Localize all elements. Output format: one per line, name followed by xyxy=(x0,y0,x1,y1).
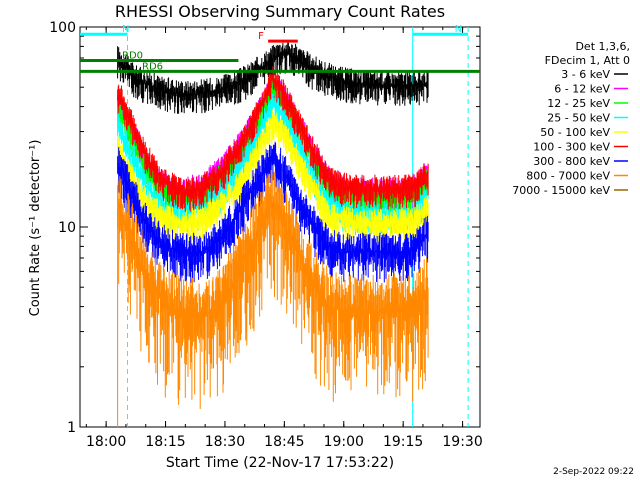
legend: Det 1,3,6,FDecim 1, Att 03 - 6 keV 6 - 12… xyxy=(512,40,630,197)
series-5 xyxy=(117,66,429,213)
legend-entry-label-3: 25 - 50 keV xyxy=(547,112,610,125)
y-tick-label-0: 1 xyxy=(67,420,76,436)
legend-entry-label-8: 7000 - 15000 keV xyxy=(512,184,610,197)
plot-area: 18:00 18:15 18:30 18:45 19:00 19:15 19:30 1 10 10… xyxy=(49,20,482,450)
annotation-label-4: F xyxy=(258,31,264,42)
legend-entry-label-4: 50 - 100 keV xyxy=(540,126,610,139)
series-0 xyxy=(117,40,429,114)
series-7 xyxy=(117,170,429,409)
legend-header-0: Det 1,3,6, xyxy=(575,40,630,53)
x-tick-label-3: 18:45 xyxy=(264,434,304,450)
y-axis-label: Count Rate (s⁻¹ detector⁻¹) xyxy=(28,140,43,317)
x-tick-label-0: 18:00 xyxy=(86,434,126,450)
annotation-label-1: N xyxy=(455,24,462,35)
annotation-label-0: N xyxy=(122,24,129,35)
series-trace-0 xyxy=(117,40,429,114)
y-tick-label-2: 100 xyxy=(49,20,76,36)
series-trace-4 xyxy=(117,109,429,244)
legend-header-1: FDecim 1, Att 0 xyxy=(545,54,630,67)
x-axis-label: Start Time (22-Nov-17 17:53:22) xyxy=(166,455,394,471)
legend-entry-label-2: 12 - 25 keV xyxy=(547,97,610,110)
legend-entry-label-7: 800 - 7000 keV xyxy=(526,170,610,183)
chart-title: RHESSI Observing Summary Count Rates xyxy=(115,2,445,21)
x-tick-label-6: 19:30 xyxy=(442,434,482,450)
legend-entry-label-1: 6 - 12 keV xyxy=(554,83,610,96)
y-tick-label-1: 10 xyxy=(58,220,76,236)
annotation-label-3: RD6 xyxy=(142,61,163,72)
x-tick-label-4: 19:00 xyxy=(324,434,364,450)
series-6 xyxy=(117,141,429,283)
legend-entry-label-5: 100 - 300 keV xyxy=(533,141,610,154)
series-trace-7 xyxy=(117,170,429,409)
series-4 xyxy=(117,109,429,244)
series-trace-5 xyxy=(117,66,429,213)
legend-entry-label-0: 3 - 6 keV xyxy=(561,68,610,81)
x-tick-label-2: 18:30 xyxy=(205,434,245,450)
legend-entry-label-6: 300 - 800 keV xyxy=(533,155,610,168)
annotation-label-2: RD0 xyxy=(122,50,143,61)
footer-date: 2-Sep-2022 09:22 xyxy=(553,467,634,477)
x-tick-label-5: 19:15 xyxy=(383,434,423,450)
x-tick-label-1: 18:15 xyxy=(145,434,185,450)
series-trace-6 xyxy=(117,141,429,283)
